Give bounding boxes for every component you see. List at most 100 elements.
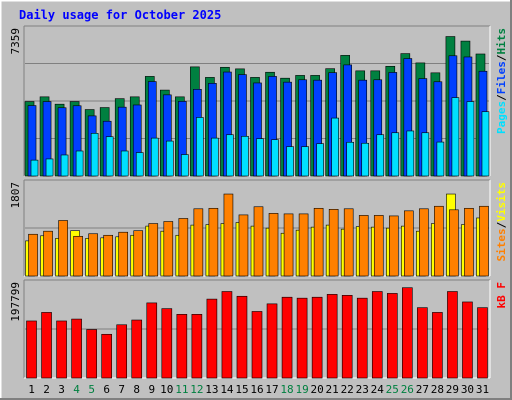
- bar-kb-f-day-22: [341, 295, 353, 379]
- bar-sites-day-29: [449, 209, 459, 277]
- x-tick-label-day-3: 3: [58, 383, 65, 396]
- bar-sites-day-31: [479, 205, 489, 277]
- chart-title: Daily usage for October 2025: [19, 8, 221, 22]
- panel-visitors: 1807 Sites/Visits: [9, 179, 508, 277]
- x-tick-label-day-16: 16: [250, 383, 263, 396]
- bar-pages-day-5: [90, 133, 99, 177]
- bar-kb-f-day-23: [356, 297, 368, 379]
- bar-sites-day-14: [223, 193, 234, 277]
- x-tick-label-day-17: 17: [265, 383, 278, 396]
- bar-pages-day-16: [256, 138, 264, 177]
- legend-pages: Pages: [495, 101, 508, 134]
- bar-sites-day-9: [148, 223, 159, 277]
- bar-pages-day-18: [286, 146, 294, 177]
- legend-sep2: /: [495, 54, 508, 61]
- x-tick-label-day-29: 29: [446, 383, 459, 396]
- bar-kb-f-day-29: [447, 291, 458, 379]
- bar-kb-f-day-20: [311, 296, 323, 379]
- bar-pages-day-26: [406, 130, 415, 177]
- bar-sites-day-4: [73, 235, 83, 277]
- bar-sites-day-28: [434, 205, 444, 277]
- bar-sites-day-10: [163, 221, 174, 277]
- bar-sites-day-18: [283, 213, 294, 277]
- bar-sites-day-6: [103, 234, 113, 277]
- bar-sites-day-3: [58, 220, 68, 277]
- bar-sites-day-12: [193, 208, 204, 277]
- x-tick-label-day-24: 24: [371, 383, 385, 396]
- bar-pages-day-15: [241, 136, 249, 177]
- bar-pages-day-13: [211, 137, 219, 177]
- bar-sites-day-7: [118, 231, 129, 277]
- x-tick-label-day-4: 4: [73, 383, 80, 396]
- bar-pages-day-11: [181, 154, 189, 177]
- bar-kb-f-day-3: [56, 320, 67, 379]
- bar-sites-day-23: [358, 215, 369, 277]
- bar-pages-day-22: [346, 141, 354, 177]
- x-tick-label-day-5: 5: [88, 383, 95, 396]
- legend: kB F: [495, 282, 508, 309]
- x-tick-label-day-23: 23: [356, 383, 369, 396]
- bar-kb-f-day-30: [462, 301, 473, 379]
- bar-kb-f-day-7: [116, 324, 128, 379]
- bar-kb-f-day-17: [266, 303, 278, 379]
- bar-sites-day-15: [238, 214, 249, 277]
- bar-sites-day-21: [328, 209, 339, 277]
- bar-kb-f-day-15: [236, 295, 248, 379]
- bar-sites-day-11: [178, 218, 189, 277]
- panel-kbytes: 197799 kB F: [9, 279, 508, 379]
- bar-sites-day-16: [253, 206, 264, 277]
- bar-sites-day-25: [388, 215, 399, 277]
- series-kb-f: [26, 287, 488, 379]
- x-tick-label-day-2: 2: [43, 383, 50, 396]
- bar-pages-day-29: [451, 97, 460, 177]
- bar-kb-f-day-18: [281, 296, 293, 379]
- bar-pages-day-6: [105, 136, 114, 177]
- bar-pages-day-20: [316, 143, 324, 177]
- bar-kb-f-day-31: [477, 307, 488, 379]
- series-pages: [30, 97, 490, 177]
- bar-pages-day-2: [45, 158, 54, 177]
- legend-sep1: /: [495, 221, 508, 228]
- bar-pages-day-4: [75, 150, 84, 177]
- bar-pages-day-25: [391, 132, 400, 177]
- bar-kb-f-day-4: [71, 318, 82, 379]
- legend-kbf: kB F: [495, 282, 508, 309]
- x-tick-label-day-21: 21: [326, 383, 339, 396]
- bar-kb-f-day-27: [417, 307, 428, 379]
- bar-kb-f-day-9: [146, 302, 158, 379]
- x-tick-label-day-30: 30: [461, 383, 474, 396]
- x-tick-label-day-11: 11: [175, 383, 188, 396]
- bar-sites-day-17: [268, 213, 279, 277]
- bar-kb-f-day-16: [251, 311, 263, 379]
- bar-kb-f-day-5: [86, 329, 97, 379]
- bar-kb-f-day-21: [326, 294, 338, 379]
- bar-sites-day-1: [28, 233, 38, 277]
- bar-kb-f-day-28: [432, 312, 443, 379]
- x-tick-label-day-28: 28: [431, 383, 444, 396]
- bar-sites-day-30: [464, 207, 474, 277]
- bar-kb-f-day-13: [206, 298, 218, 379]
- bar-kb-f-day-26: [402, 287, 413, 379]
- bar-pages-day-17: [271, 139, 279, 177]
- x-tick-label-day-7: 7: [118, 383, 125, 396]
- bar-sites-day-22: [343, 208, 354, 277]
- legend-sep1: /: [495, 94, 508, 101]
- legend: Sites/Visits: [495, 182, 508, 262]
- x-tick-label-day-8: 8: [133, 383, 140, 396]
- bar-pages-day-3: [60, 154, 69, 177]
- bar-sites-day-27: [419, 208, 429, 277]
- y-max-label: 1807: [9, 182, 22, 209]
- bar-pages-day-14: [226, 134, 234, 177]
- bar-pages-day-9: [150, 137, 159, 177]
- legend-visits: Visits: [495, 182, 508, 222]
- x-tick-label-day-18: 18: [280, 383, 293, 396]
- bar-sites-day-19: [298, 213, 309, 277]
- bar-kb-f-day-11: [176, 314, 188, 379]
- bar-sites-day-8: [133, 230, 144, 277]
- x-tick-label-day-1: 1: [28, 383, 35, 396]
- bar-kb-f-day-24: [371, 291, 383, 379]
- series-sites: [28, 193, 489, 277]
